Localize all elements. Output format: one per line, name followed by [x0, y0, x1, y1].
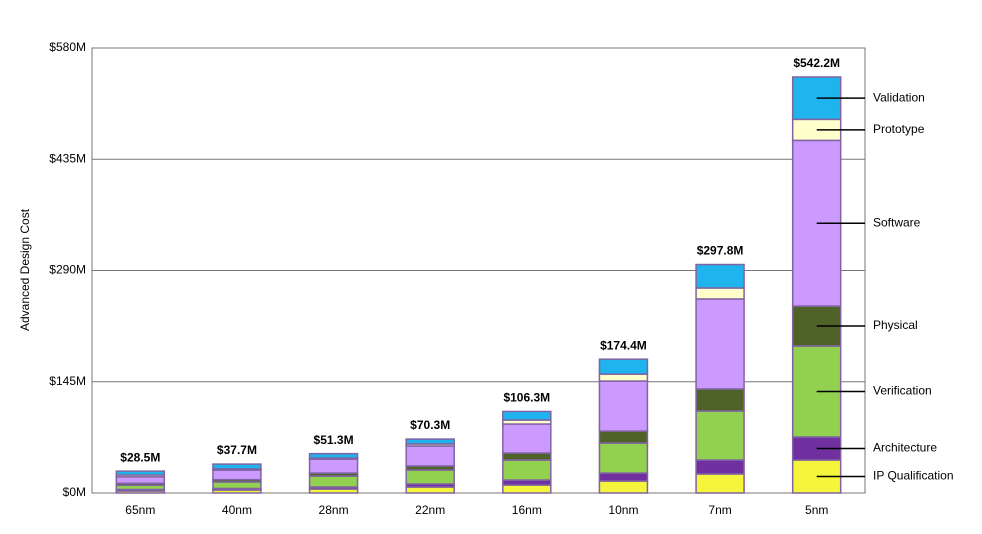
bar-segment: [598, 442, 649, 474]
bar-segment: [405, 469, 455, 485]
x-tick-label: 7nm: [708, 503, 731, 517]
bar-segment: [598, 373, 649, 382]
bar-segment: [405, 486, 455, 494]
bar-segment: [598, 380, 649, 432]
total-label: $51.3M: [314, 433, 354, 447]
x-tick-label: 5nm: [805, 503, 828, 517]
bar-segment: [502, 423, 552, 454]
bar-segment: [405, 445, 455, 467]
legend-label: Architecture: [873, 441, 937, 455]
bar-segment: [308, 452, 359, 459]
legend-label: Software: [873, 215, 921, 229]
bar-segment: [115, 476, 166, 485]
total-label: $297.8M: [697, 244, 744, 258]
total-label: $174.4M: [600, 338, 647, 352]
bar-segment: [598, 358, 649, 375]
x-tick-label: 40nm: [222, 503, 252, 517]
total-label: $542.2M: [793, 56, 840, 70]
total-label: $28.5M: [120, 450, 160, 464]
bar-segment: [212, 463, 262, 470]
x-tick-label: 65nm: [125, 503, 155, 517]
bar-segment: [502, 459, 552, 481]
legend-label: Validation: [873, 90, 925, 104]
bar-segment: [212, 481, 262, 490]
bar-segment: [695, 263, 745, 289]
bar-segment: [598, 472, 649, 482]
bar-segment: [502, 410, 552, 421]
bar-segment: [598, 430, 649, 444]
bar-segment: [212, 469, 262, 481]
y-tick-label: $435M: [49, 151, 86, 165]
x-tick-label: 16nm: [512, 503, 542, 517]
y-tick-label: $0M: [63, 485, 86, 499]
bar-segment: [695, 298, 745, 390]
legend-label: Prototype: [873, 122, 925, 136]
y-tick-label: $145M: [49, 374, 86, 388]
legend-label: IP Qualification: [873, 469, 954, 483]
bar-segment: [115, 470, 166, 476]
bar-segment: [308, 475, 359, 488]
legend-label: Verification: [873, 384, 932, 398]
bar-segment: [695, 287, 745, 300]
total-label: $106.3M: [503, 391, 550, 405]
total-label: $70.3M: [410, 418, 450, 432]
bar-segment: [502, 484, 552, 494]
bar-segment: [502, 452, 552, 461]
bar-segment: [695, 459, 745, 475]
y-tick-label: $290M: [49, 263, 86, 277]
bar-segment: [695, 388, 745, 412]
bar-segment: [695, 410, 745, 461]
y-axis-label: Advanced Design Cost: [18, 208, 32, 331]
bar-segment: [695, 473, 745, 494]
x-tick-label: 28nm: [319, 503, 349, 517]
bar-segment: [598, 480, 649, 494]
bar-segment: [405, 438, 455, 445]
total-label: $37.7M: [217, 443, 257, 457]
plot-frame: [91, 47, 866, 494]
x-tick-label: 10nm: [608, 503, 638, 517]
bar-segment: [308, 458, 359, 474]
x-tick-label: 22nm: [415, 503, 445, 517]
y-tick-label: $580M: [49, 40, 86, 54]
legend-label: Physical: [873, 318, 918, 332]
